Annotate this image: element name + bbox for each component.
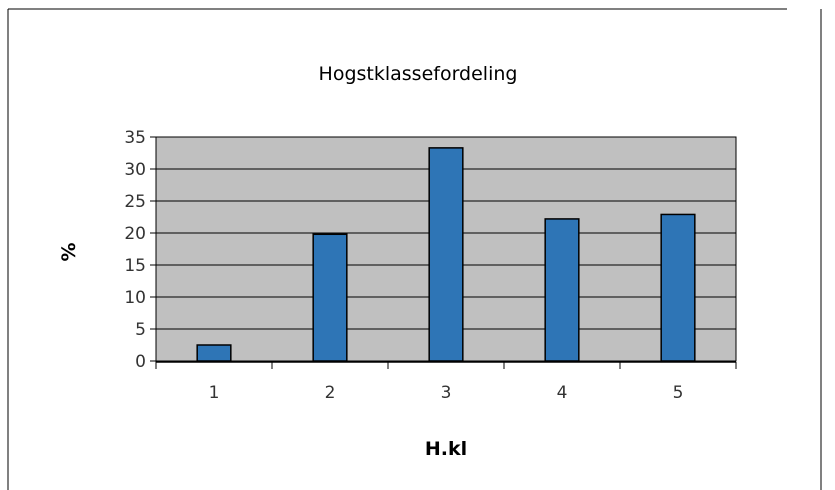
y-tick-label-0: 0 — [135, 352, 146, 372]
y-tick-label-20: 20 — [124, 224, 146, 244]
x-tick-label-1: 1 — [209, 383, 220, 403]
y-tick-label-10: 10 — [124, 288, 146, 308]
bar-4 — [544, 218, 580, 362]
x-tick-label-5: 5 — [673, 383, 684, 403]
bar-3 — [428, 147, 464, 362]
bar-2 — [312, 233, 348, 362]
x-tick-label-3: 3 — [441, 383, 452, 403]
y-tick-label-30: 30 — [124, 160, 146, 180]
x-tick-labels: 1 2 3 4 5 — [209, 383, 684, 403]
x-tick-label-2: 2 — [325, 383, 336, 403]
y-tick-label-5: 5 — [135, 320, 146, 340]
y-tick-label-35: 35 — [124, 128, 146, 148]
bars — [196, 147, 696, 362]
y-tick-labels: 0 5 10 15 20 25 30 35 — [124, 128, 146, 372]
chart-title: Hogstklassefordeling — [319, 63, 518, 85]
x-axis-title: H.kl — [425, 438, 467, 460]
x-tick-label-4: 4 — [557, 383, 568, 403]
bar-5 — [660, 213, 696, 362]
axes — [150, 136, 737, 369]
y-axis-title: % — [58, 242, 80, 261]
y-tick-label-25: 25 — [124, 192, 146, 212]
bar-1 — [196, 344, 232, 362]
y-tick-label-15: 15 — [124, 256, 146, 276]
